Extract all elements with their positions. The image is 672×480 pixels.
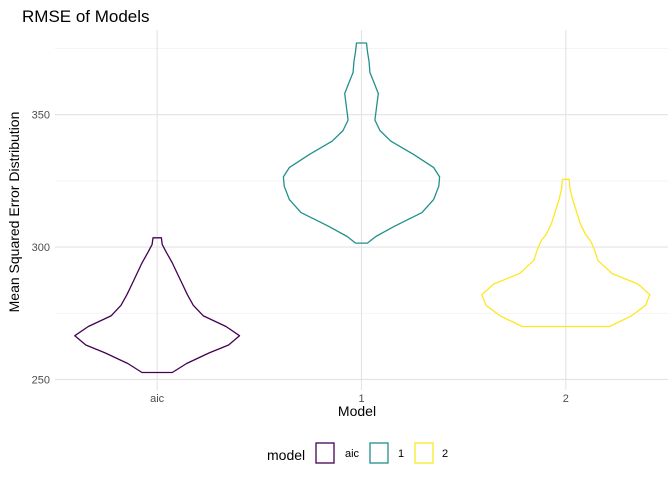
legend-key-aic xyxy=(315,442,335,464)
legend: model aic 1 2 xyxy=(267,442,448,464)
grid-lines xyxy=(55,30,668,390)
legend-label-1: 1 xyxy=(398,448,404,460)
chart-title: RMSE of Models xyxy=(22,7,150,26)
legend-title: model xyxy=(267,447,305,463)
y-tick-label: 300 xyxy=(32,242,50,254)
y-tick-label: 350 xyxy=(32,110,50,122)
x-tick-label: 1 xyxy=(358,393,364,405)
tick-labels: 250 300 350 aic 1 2 xyxy=(32,110,569,405)
violin-aic xyxy=(74,237,241,374)
violin-2 xyxy=(481,178,651,328)
y-tick-label: 250 xyxy=(32,374,50,386)
x-tick-label: aic xyxy=(150,393,165,405)
x-tick-label: 2 xyxy=(563,393,569,405)
violin-1 xyxy=(282,42,441,244)
legend-key-2 xyxy=(414,442,434,464)
legend-label-aic: aic xyxy=(345,448,360,460)
legend-key-1 xyxy=(369,442,389,464)
x-axis-title: Model xyxy=(338,403,376,419)
legend-label-2: 2 xyxy=(442,448,448,460)
violins xyxy=(74,42,651,374)
y-axis-title: Mean Squared Error Distribution xyxy=(6,112,22,313)
